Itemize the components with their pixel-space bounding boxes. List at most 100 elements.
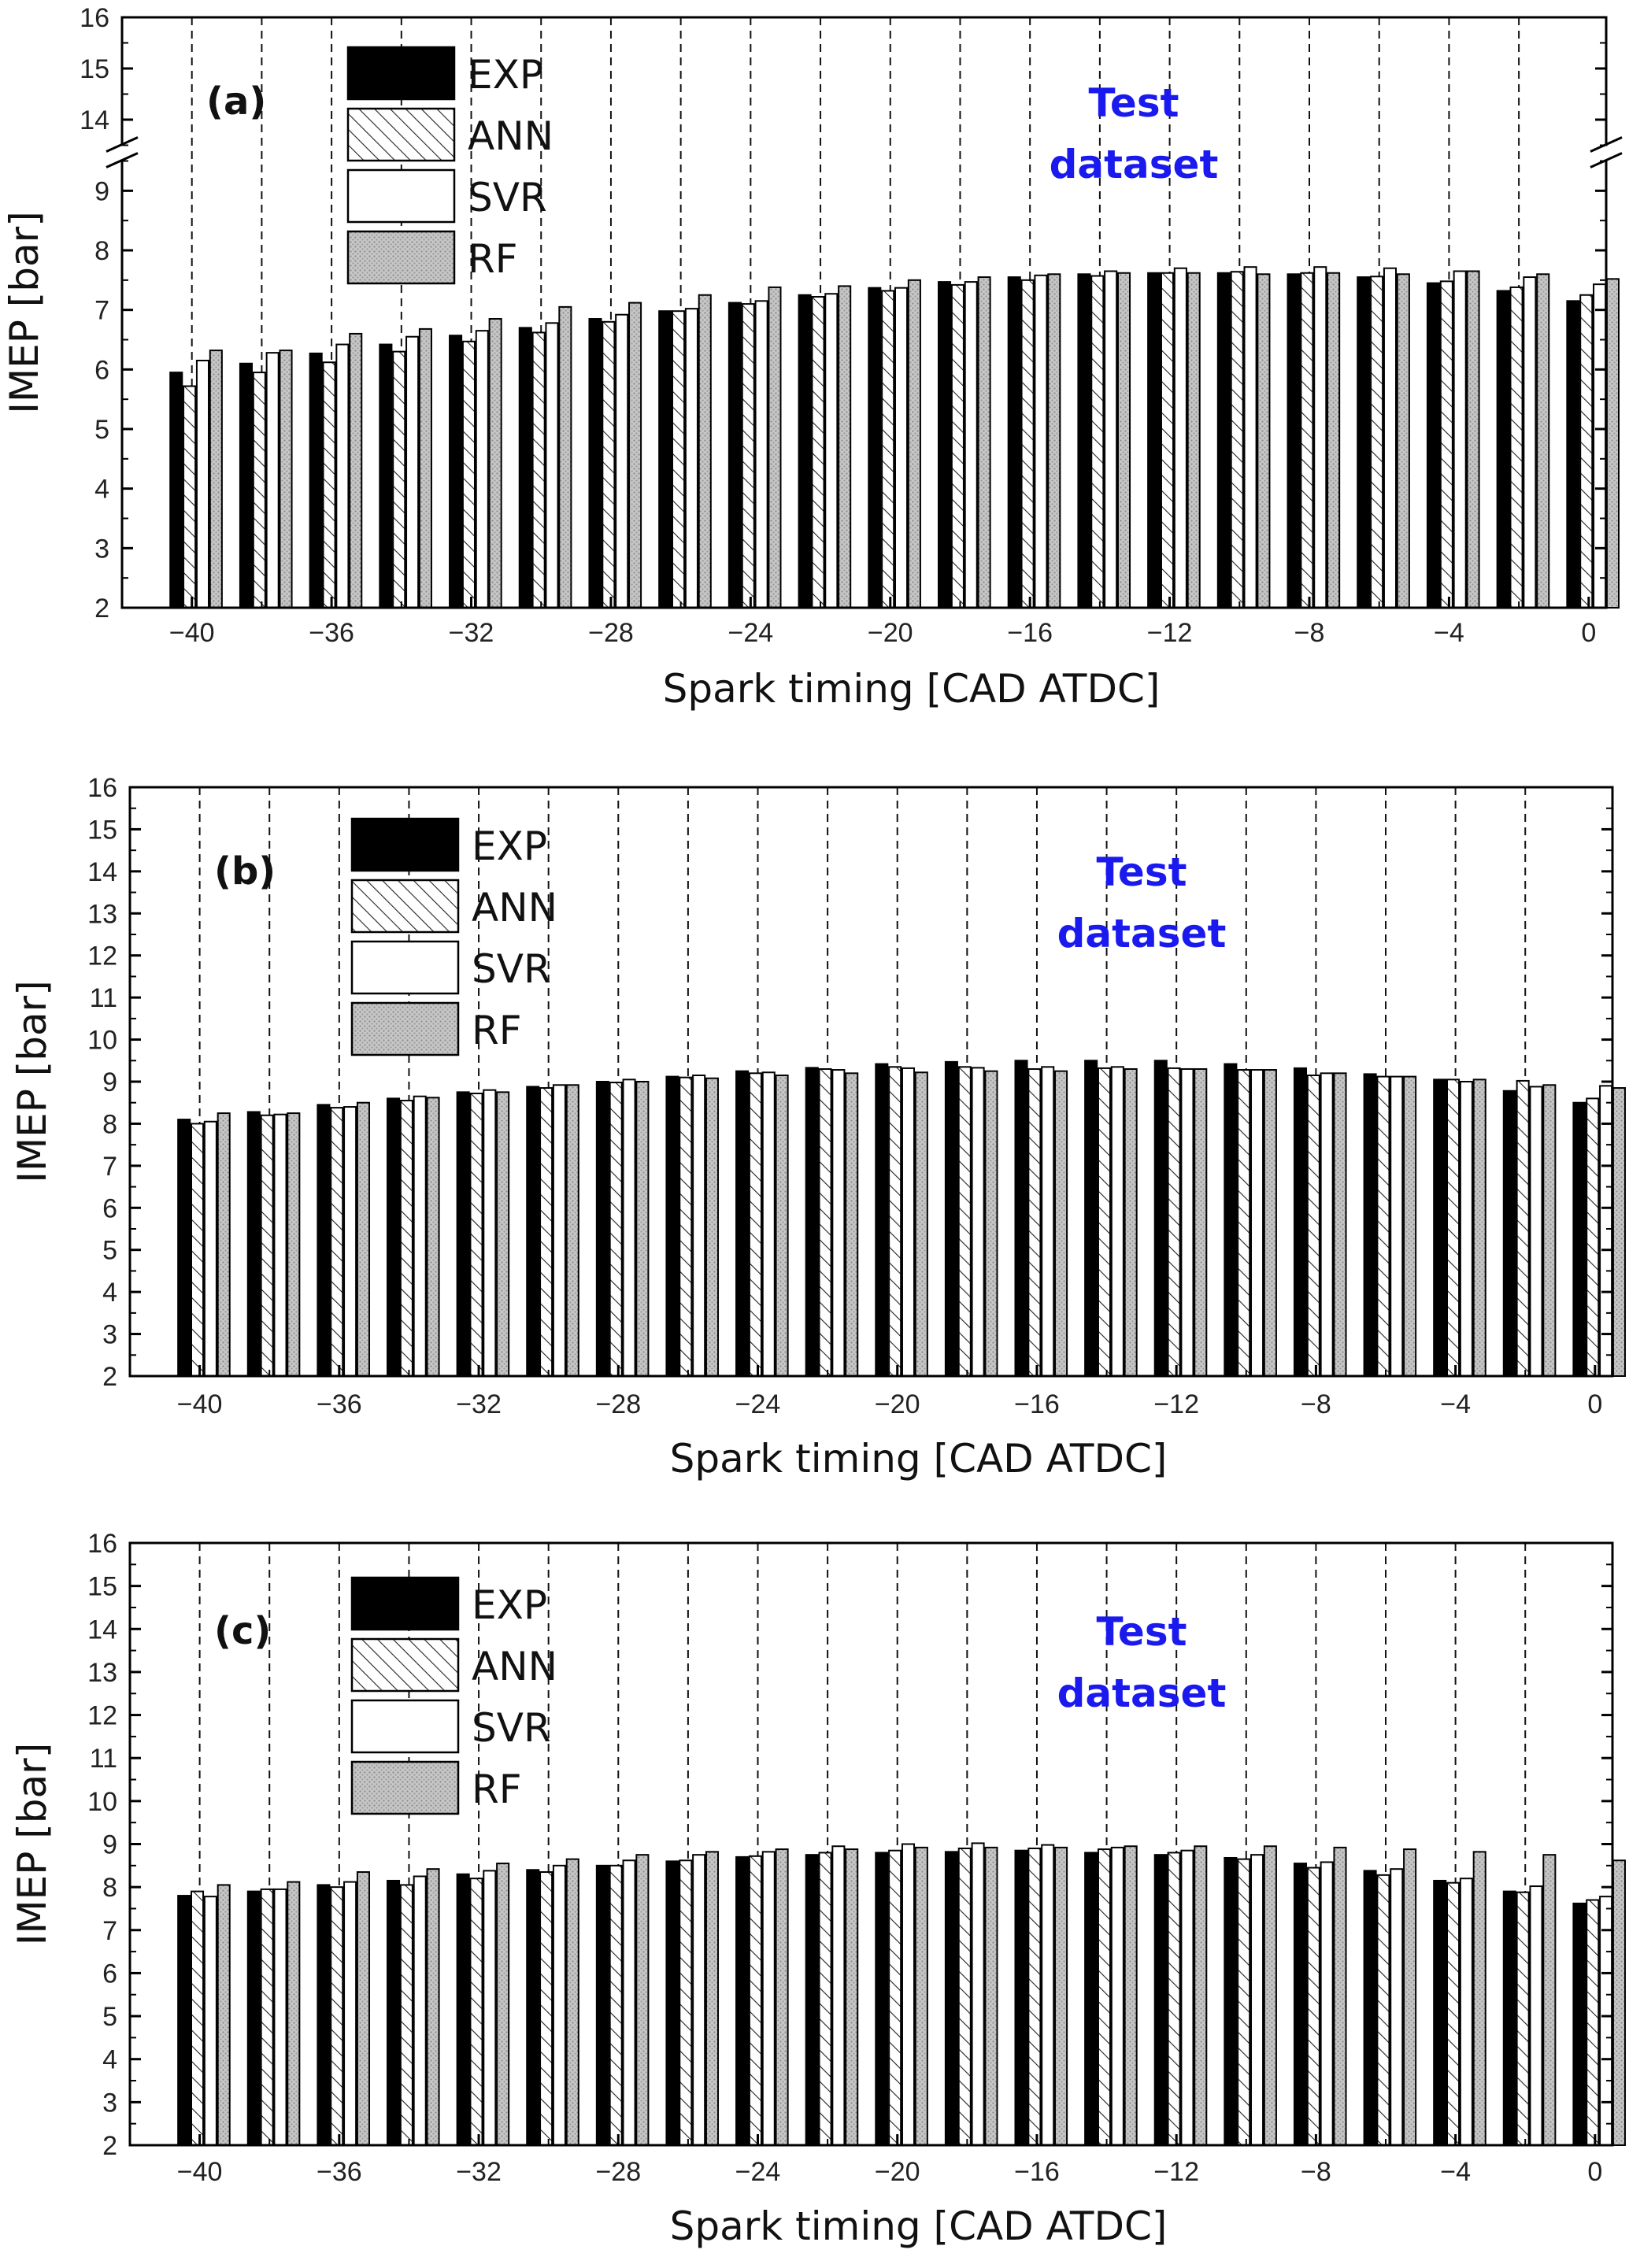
x-tick-label: −36 bbox=[317, 1389, 362, 1419]
series-ann bbox=[191, 1847, 1600, 2147]
bar-exp bbox=[1293, 1863, 1308, 2147]
bar-exp bbox=[309, 352, 323, 609]
bar-exp bbox=[944, 1851, 958, 2146]
bar-ann bbox=[957, 1847, 972, 2147]
x-axis-title: Spark timing [CAD ATDC] bbox=[670, 2203, 1168, 2249]
y-tick-label: 2 bbox=[94, 594, 109, 623]
bar-ann bbox=[741, 303, 755, 609]
legend-swatch-exp bbox=[346, 46, 456, 101]
bar-rf bbox=[984, 1070, 998, 1377]
bar-ann bbox=[888, 1066, 902, 1378]
bar-ann bbox=[1516, 1891, 1530, 2146]
bar-svr bbox=[483, 1870, 497, 2147]
legend-swatch-svr bbox=[346, 168, 456, 224]
bar-ann bbox=[1370, 276, 1384, 609]
bar-exp bbox=[875, 1063, 889, 1378]
bar-ann bbox=[1027, 1067, 1042, 1377]
bar-ann bbox=[539, 1871, 553, 2146]
bar-ann bbox=[1237, 1858, 1251, 2146]
bar-svr bbox=[1459, 1878, 1473, 2147]
bar-svr bbox=[1041, 1844, 1055, 2146]
bar-ann bbox=[399, 1884, 413, 2146]
bar-exp bbox=[379, 343, 393, 609]
annotation-line-1: Test bbox=[1096, 849, 1187, 895]
y-tick-label: 10 bbox=[87, 1026, 117, 1056]
bar-ann bbox=[469, 1878, 483, 2147]
bar-exp bbox=[1502, 1890, 1516, 2147]
series-svr bbox=[203, 1066, 1613, 1378]
y-tick-label: 11 bbox=[90, 983, 117, 1013]
bar-exp bbox=[1084, 1852, 1098, 2146]
x-tick-label: −40 bbox=[177, 2157, 223, 2187]
bar-ann bbox=[602, 320, 616, 609]
bar-exp bbox=[1153, 1854, 1168, 2146]
bar-rf bbox=[775, 1848, 789, 2146]
bar-exp bbox=[595, 1864, 609, 2147]
axis-break-gap bbox=[105, 146, 139, 161]
bar-svr bbox=[1529, 1086, 1543, 1377]
x-tick-label: −24 bbox=[735, 2157, 781, 2187]
x-tick-label: 0 bbox=[1587, 2157, 1602, 2187]
bar-svr bbox=[1180, 1067, 1194, 1377]
bar-rf bbox=[418, 327, 432, 609]
bar-exp bbox=[1077, 273, 1091, 609]
bar-ann bbox=[1027, 1847, 1042, 2147]
x-tick-label: 0 bbox=[1581, 618, 1596, 648]
bar-ann bbox=[811, 296, 825, 609]
panel-label: (c) bbox=[214, 1609, 271, 1653]
y-tick-label: 4 bbox=[102, 2045, 117, 2075]
bar-rf bbox=[984, 1846, 998, 2146]
bar-exp bbox=[1007, 276, 1021, 609]
x-tick-label: −8 bbox=[1301, 2157, 1331, 2187]
y-tick-label: 15 bbox=[80, 54, 109, 84]
bar-rf bbox=[1396, 273, 1410, 609]
bar-svr bbox=[1180, 1849, 1194, 2147]
x-tick-label: −4 bbox=[1440, 1389, 1471, 1419]
bar-exp bbox=[727, 302, 742, 609]
bar-exp bbox=[1147, 272, 1161, 609]
bar-exp bbox=[805, 1854, 819, 2146]
x-tick-label: −24 bbox=[728, 618, 774, 648]
bar-rf bbox=[635, 1854, 650, 2146]
legend-swatch-svr bbox=[350, 1699, 460, 1754]
x-tick-label: −12 bbox=[1153, 2157, 1199, 2187]
bar-rf bbox=[698, 294, 712, 609]
x-tick-label: −4 bbox=[1434, 618, 1464, 648]
bar-ann bbox=[539, 1087, 553, 1377]
bar-ann bbox=[1586, 1097, 1600, 1378]
bar-rf bbox=[217, 1112, 231, 1377]
axis-break-mark bbox=[1590, 136, 1623, 153]
bar-svr bbox=[475, 330, 489, 609]
legend-swatch-ann bbox=[350, 879, 460, 934]
y-axis-title: IMEP [bar] bbox=[2, 211, 47, 413]
bar-exp bbox=[665, 1075, 679, 1378]
bar-ann bbox=[531, 331, 546, 609]
y-tick-label: 13 bbox=[87, 1658, 117, 1688]
bar-svr bbox=[894, 287, 909, 609]
bar-rf bbox=[1612, 1859, 1626, 2147]
bar-exp bbox=[246, 1111, 261, 1378]
bar-rf bbox=[349, 332, 363, 609]
bar-exp bbox=[735, 1855, 750, 2146]
bar-exp bbox=[1572, 1902, 1586, 2147]
bar-rf bbox=[977, 276, 991, 609]
bar-svr bbox=[1523, 276, 1537, 609]
bar-ann bbox=[1230, 271, 1244, 609]
panel-label: (a) bbox=[206, 80, 266, 124]
bar-rf bbox=[838, 285, 852, 609]
axis-break-mark bbox=[106, 136, 139, 153]
bar-ann bbox=[1090, 275, 1105, 609]
y-tick-label: 8 bbox=[102, 1873, 117, 1903]
bar-rf bbox=[287, 1112, 301, 1377]
x-tick-label: −40 bbox=[169, 618, 215, 648]
legend-swatch-ann bbox=[346, 107, 456, 162]
y-tick-label: 5 bbox=[102, 2002, 117, 2032]
bar-exp bbox=[1287, 273, 1301, 609]
bar-ann bbox=[252, 372, 266, 609]
bar-svr bbox=[1599, 1085, 1613, 1378]
panel-label: (b) bbox=[214, 849, 276, 894]
axis-break-mark bbox=[106, 152, 139, 168]
bar-ann bbox=[609, 1864, 623, 2147]
bar-rf bbox=[1116, 272, 1131, 609]
bar-rf bbox=[1124, 1067, 1138, 1377]
